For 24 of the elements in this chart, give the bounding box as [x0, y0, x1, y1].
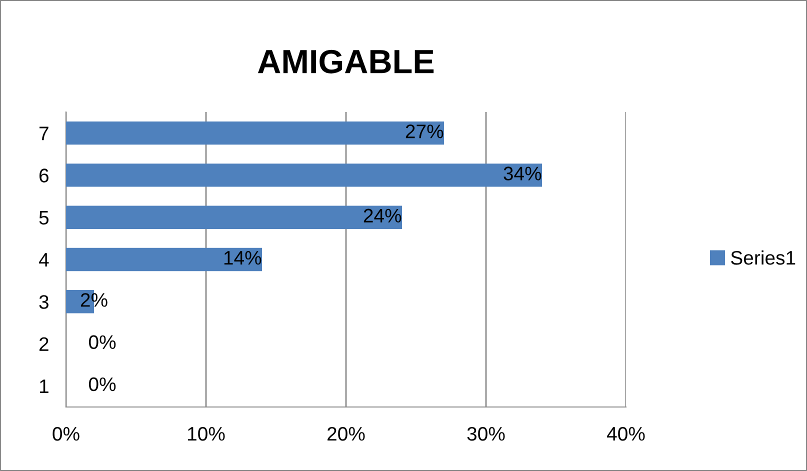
bar — [66, 248, 262, 272]
data-label: 27% — [406, 124, 444, 138]
bar — [66, 121, 444, 145]
data-label: 0% — [88, 377, 116, 392]
data-label: 24% — [364, 208, 402, 222]
bar — [66, 164, 542, 187]
x-tick-label: 10% — [188, 426, 225, 441]
y-tick-label: 4 — [38, 253, 49, 267]
y-tick-label: 5 — [39, 211, 49, 225]
bar — [66, 206, 402, 229]
data-label: 14% — [224, 251, 262, 265]
y-tick-label: 7 — [40, 126, 48, 140]
y-tick-label: 2 — [40, 337, 48, 351]
x-tick-label: 40% — [606, 426, 645, 441]
data-label: 34% — [504, 166, 542, 180]
y-tick-label: 6 — [40, 168, 48, 182]
data-label: 0% — [88, 335, 116, 350]
y-tick-label: 1 — [40, 380, 48, 393]
y-tick-label: 3 — [39, 295, 48, 309]
x-tick-label: 20% — [328, 426, 365, 441]
legend-label: Series1 — [731, 250, 796, 265]
x-tick-label: 0% — [52, 426, 80, 441]
chart-title: AMIGABLE — [258, 50, 434, 74]
x-tick-label: 30% — [467, 426, 505, 441]
